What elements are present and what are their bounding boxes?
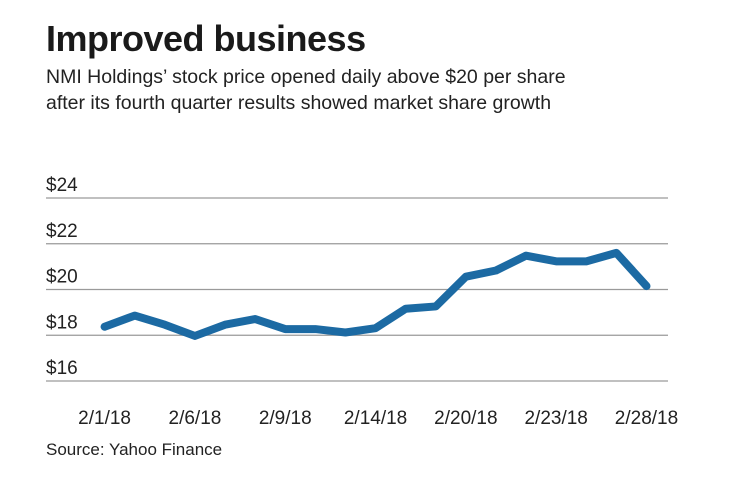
x-tick-label: 2/14/18 [344,408,407,429]
chart-subtitle-line-2: after its fourth quarter results showed … [46,92,552,114]
x-tick-label: 2/6/18 [169,408,222,429]
x-tick-label: 2/23/18 [524,408,587,429]
source-note: Source: Yahoo Finance [46,440,223,459]
y-tick-label: $22 [46,221,78,242]
y-tick-label: $24 [46,175,78,196]
x-tick-label: 2/20/18 [434,408,497,429]
series-line [100,248,651,340]
x-tick-label: 2/9/18 [259,408,312,429]
chart-title: Improved business [46,18,366,59]
y-tick-label: $16 [46,358,78,379]
x-tick-label: 2/28/18 [615,408,678,429]
y-tick-label: $18 [46,312,78,333]
y-tick-label: $20 [46,267,78,288]
chart-subtitle-line-1: NMI Holdings’ stock price opened daily a… [46,66,566,88]
x-tick-label: 2/1/18 [78,408,131,429]
